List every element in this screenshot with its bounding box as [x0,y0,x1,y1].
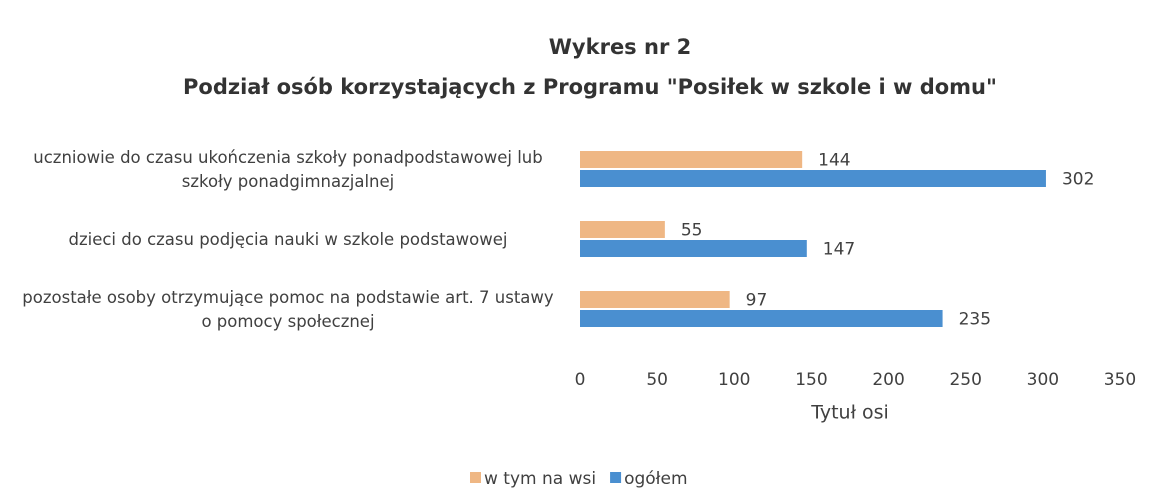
bar [580,170,1046,187]
legend-label: w tym na wsi [484,469,596,489]
x-tick-label: 300 [1027,370,1059,390]
y-tick-label: uczniowie do czasu ukończenia szkoły pon… [33,148,543,191]
legend-swatch [470,472,481,483]
legend-swatch [610,472,622,483]
data-label: 55 [681,221,703,241]
x-tick-label: 0 [575,370,586,390]
data-label: 144 [818,151,850,171]
chart-title: Wykres nr 2 [549,35,691,59]
data-label: 147 [823,240,855,260]
data-label: 97 [746,291,768,311]
bar [580,291,730,308]
bar [580,151,803,168]
data-label: 235 [959,310,991,330]
bar [580,221,665,238]
x-tick-label: 250 [949,370,981,390]
x-axis-title: Tytuł osi [810,402,889,424]
y-tick-label: dzieci do czasu podjęcia nauki w szkole … [68,230,508,249]
x-tick-label: 150 [795,370,827,390]
legend-label: ogółem [624,469,687,489]
y-tick-label: pozostałe osoby otrzymujące pomoc na pod… [22,288,554,331]
bar [580,240,807,257]
bar [580,310,943,327]
x-tick-label: 350 [1104,370,1136,390]
x-tick-label: 50 [646,370,668,390]
x-tick-label: 200 [872,370,904,390]
data-label: 302 [1062,170,1094,190]
chart-subtitle: Podział osób korzystających z Programu "… [183,75,997,99]
x-tick-label: 100 [718,370,750,390]
